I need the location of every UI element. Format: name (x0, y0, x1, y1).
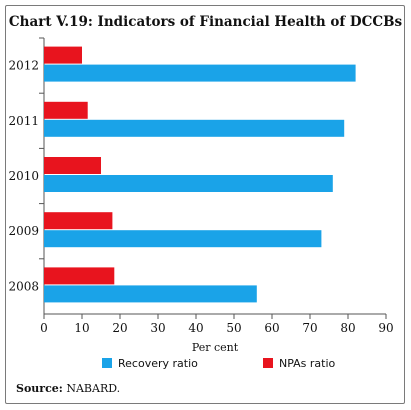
x-tick-label-30: 30 (150, 321, 165, 335)
legend-label-recovery-ratio: Recovery ratio (118, 357, 198, 370)
x-tick-label-50: 50 (226, 321, 241, 335)
y-tick-label-2012: 2012 (8, 59, 39, 73)
x-tick-label-40: 40 (188, 321, 203, 335)
x-tick-label-0: 0 (40, 321, 48, 335)
x-tick-label-60: 60 (264, 321, 279, 335)
bar-recovery-ratio-2011 (44, 119, 345, 137)
x-tick-label-20: 20 (112, 321, 127, 335)
legend-label-npas-ratio: NPAs ratio (279, 357, 336, 370)
y-tick-label-2011: 2011 (8, 114, 39, 128)
chart-frame (5, 5, 405, 404)
source-note: Source: NABARD. (16, 382, 120, 395)
bar-recovery-ratio-2008 (44, 285, 257, 303)
bar-recovery-ratio-2009 (44, 230, 322, 248)
x-tick-label-10: 10 (74, 321, 89, 335)
y-tick-label-2008: 2008 (8, 279, 39, 293)
bar-npas-ratio-2008 (44, 267, 115, 285)
bar-npas-ratio-2010 (44, 157, 101, 174)
legend-swatch-npas-ratio (263, 358, 273, 368)
source-text: NABARD. (66, 382, 121, 395)
source-label: Source: (16, 382, 63, 395)
x-tick-label-90: 90 (378, 321, 393, 335)
x-tick-label-70: 70 (302, 321, 317, 335)
y-tick-label-2010: 2010 (8, 169, 39, 183)
x-axis-label: Per cent (192, 341, 239, 354)
y-tick-label-2009: 2009 (8, 224, 39, 238)
bar-npas-ratio-2011 (44, 101, 88, 119)
chart-title: Chart V.19: Indicators of Financial Heal… (8, 14, 403, 30)
bar-recovery-ratio-2012 (44, 64, 356, 82)
legend-swatch-recovery-ratio (102, 358, 112, 368)
bar-npas-ratio-2009 (44, 212, 113, 230)
bar-recovery-ratio-2010 (44, 175, 333, 192)
bar-npas-ratio-2012 (44, 46, 82, 64)
x-tick-label-80: 80 (340, 321, 355, 335)
